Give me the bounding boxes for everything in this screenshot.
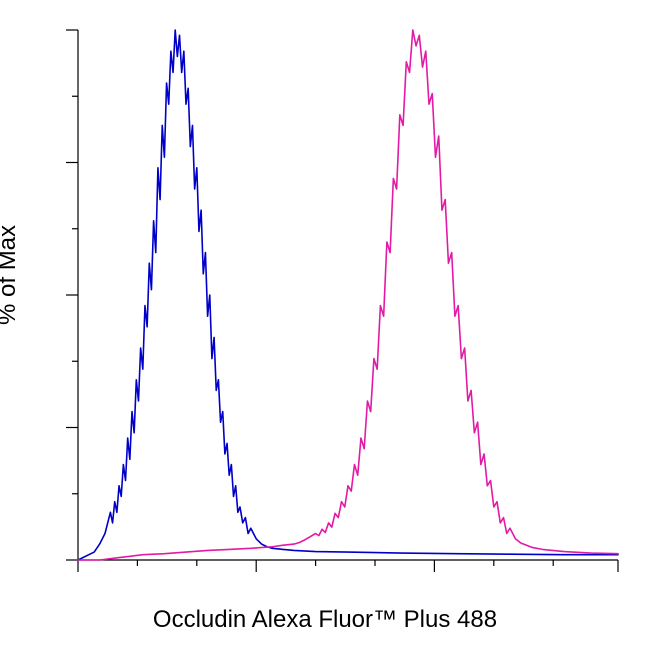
chart-svg [0,0,650,650]
flow-cytometry-histogram: % of Max Occludin Alexa Fluor™ Plus 488 [0,0,650,650]
y-axis-label: % of Max [0,225,22,325]
x-axis-label: Occludin Alexa Fluor™ Plus 488 [0,606,650,634]
